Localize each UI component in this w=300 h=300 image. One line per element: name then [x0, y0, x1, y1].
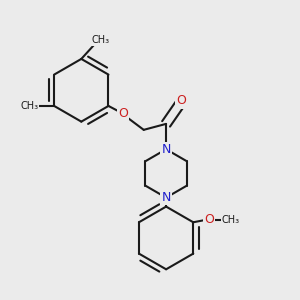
Text: O: O [118, 107, 128, 120]
Text: O: O [204, 213, 214, 226]
Text: CH₃: CH₃ [221, 215, 240, 225]
Text: N: N [161, 143, 171, 156]
Text: CH₃: CH₃ [20, 101, 38, 111]
Text: O: O [176, 94, 186, 107]
Text: CH₃: CH₃ [92, 35, 110, 45]
Text: N: N [161, 143, 171, 156]
Text: N: N [161, 191, 171, 204]
